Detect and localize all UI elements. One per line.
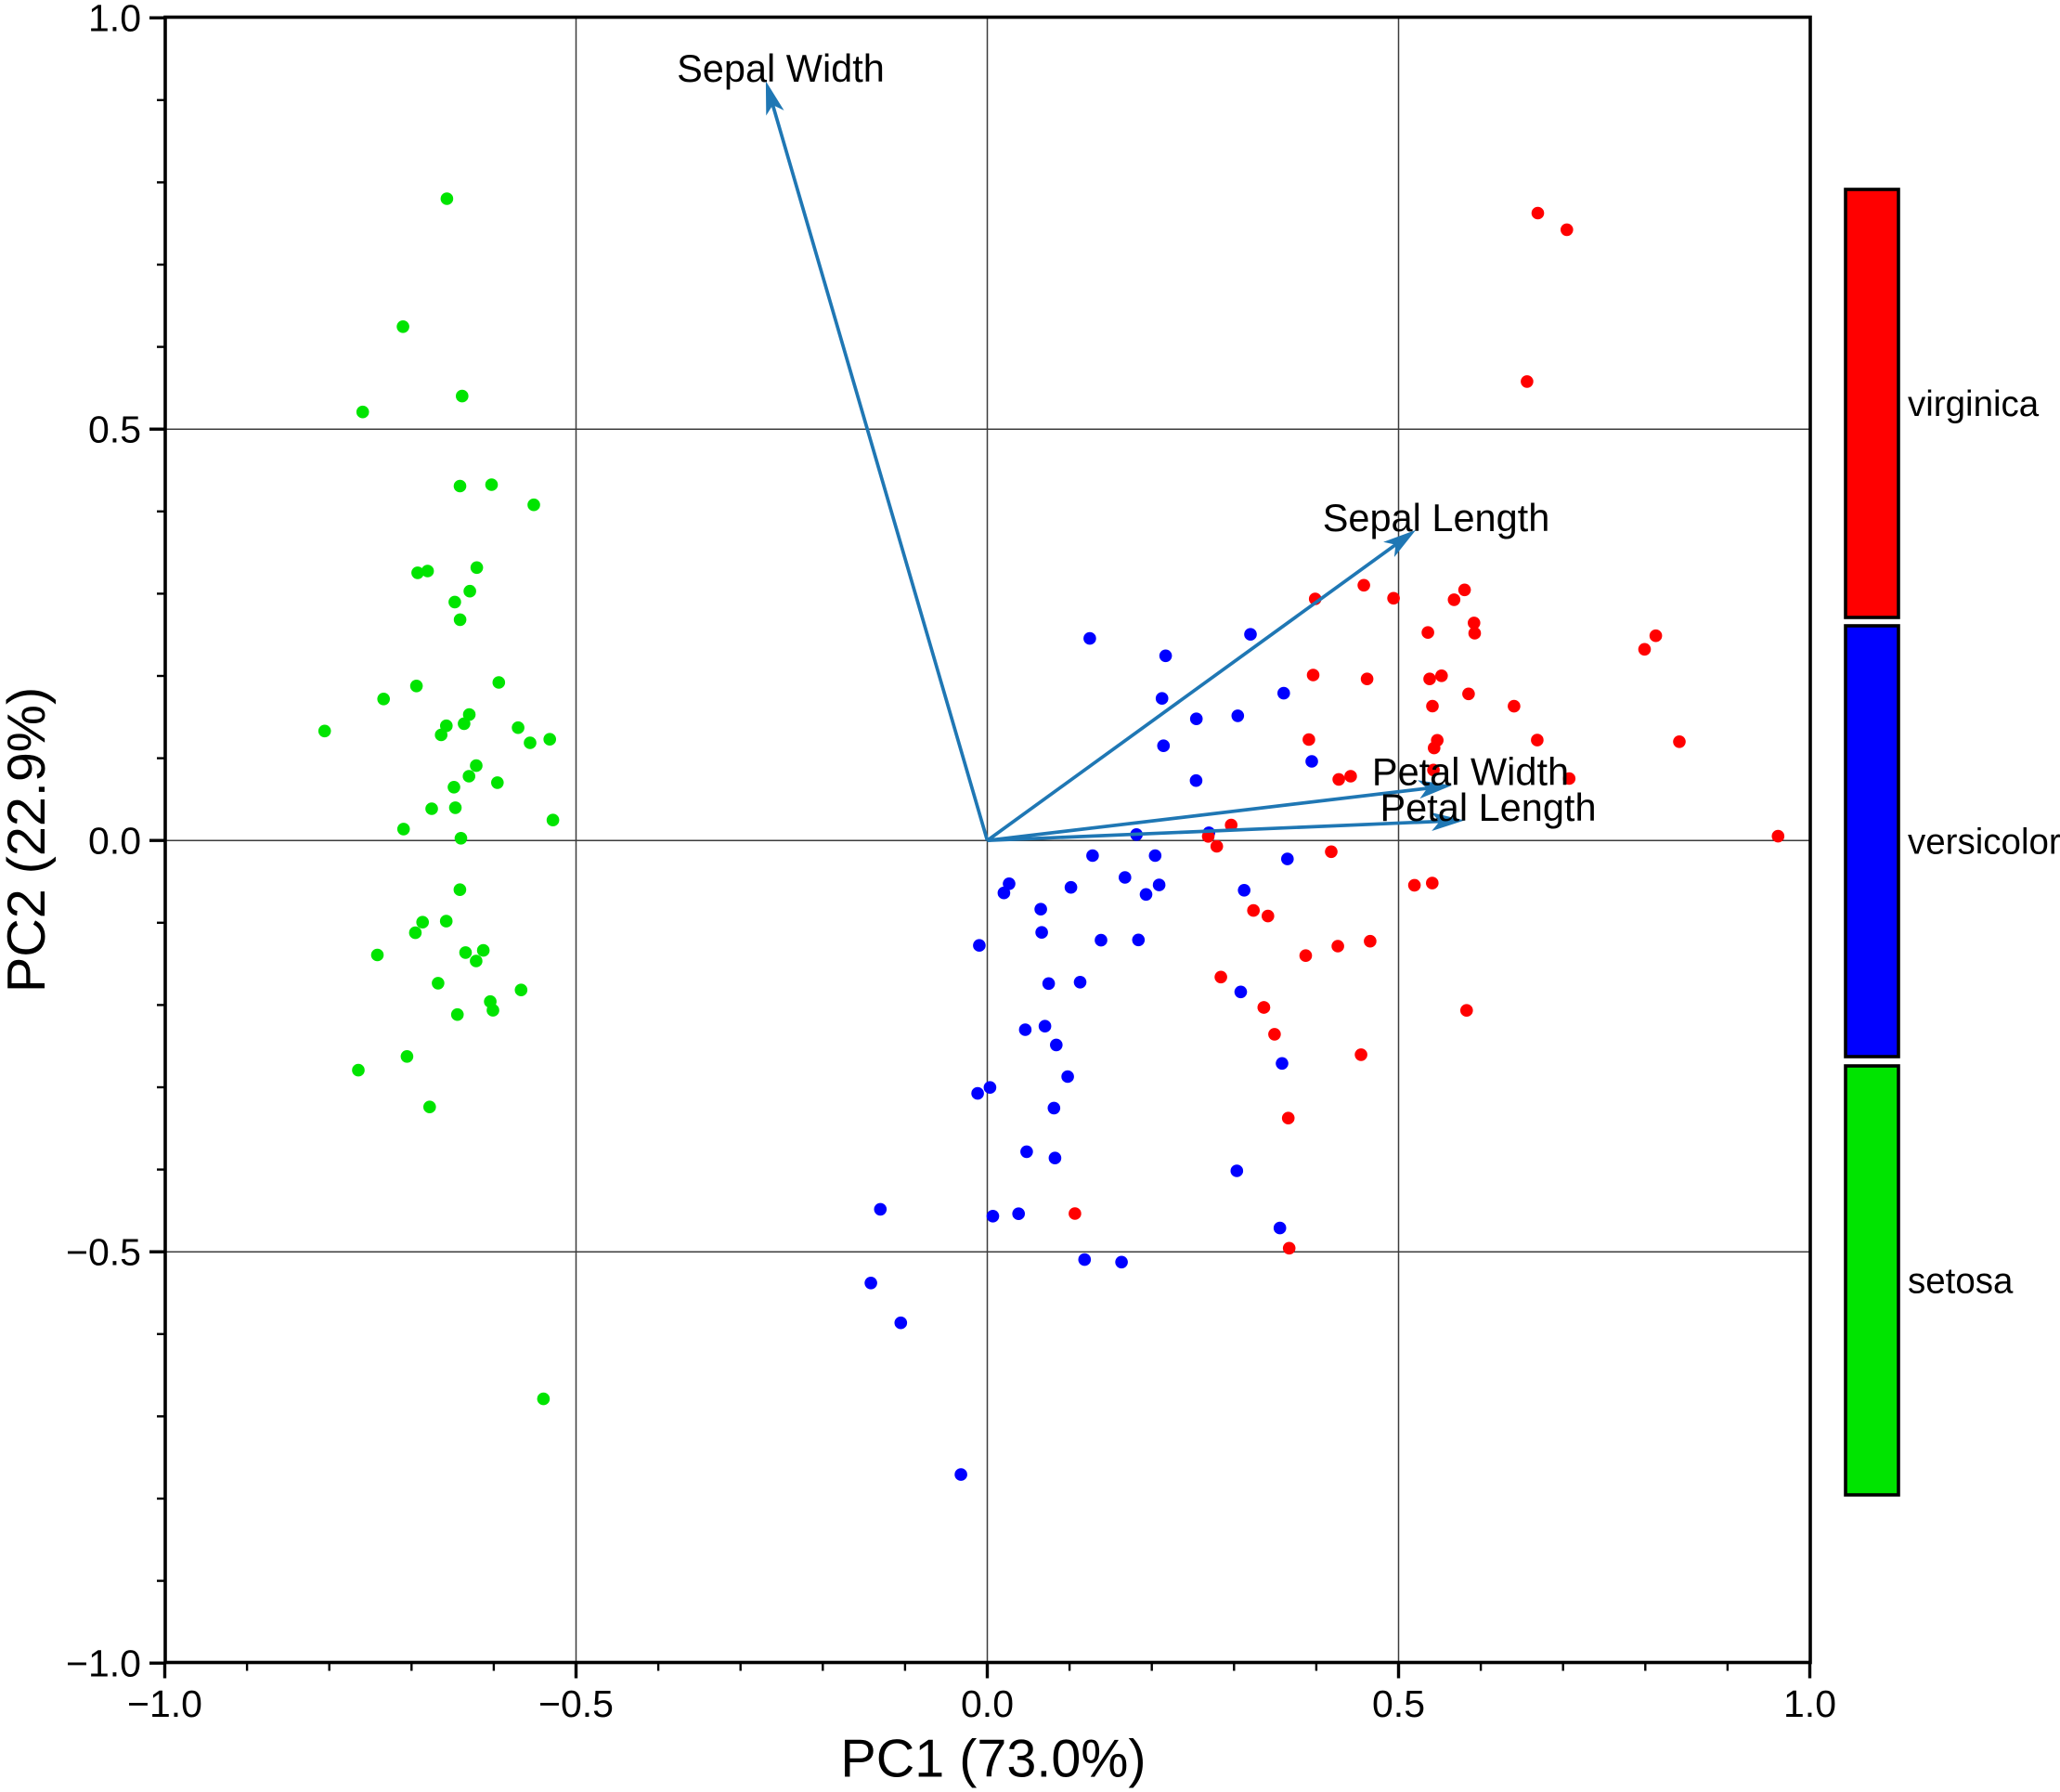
svg-text:PC1 (73.0%): PC1 (73.0%) — [840, 1730, 1146, 1789]
svg-text:0.0: 0.0 — [961, 1682, 1014, 1725]
svg-text:0.5: 0.5 — [88, 408, 141, 450]
svg-text:versicolor: versicolor — [1908, 823, 2060, 863]
svg-text:Sepal Length: Sepal Length — [1323, 496, 1550, 539]
svg-text:−1.0: −1.0 — [66, 1642, 141, 1684]
svg-text:0.0: 0.0 — [88, 819, 141, 862]
svg-text:0.5: 0.5 — [1372, 1682, 1425, 1725]
svg-text:setosa: setosa — [1908, 1262, 2014, 1302]
svg-text:virginica: virginica — [1908, 384, 2040, 424]
svg-text:−0.5: −0.5 — [538, 1682, 614, 1725]
svg-text:−1.0: −1.0 — [127, 1682, 202, 1725]
svg-text:1.0: 1.0 — [88, 0, 141, 39]
svg-text:−0.5: −0.5 — [66, 1230, 141, 1273]
svg-text:Petal Length: Petal Length — [1380, 786, 1596, 829]
svg-text:1.0: 1.0 — [1783, 1682, 1836, 1725]
svg-text:Petal Width: Petal Width — [1372, 750, 1569, 794]
svg-text:Sepal Width: Sepal Width — [677, 46, 885, 90]
svg-text:PC2 (22.9%): PC2 (22.9%) — [0, 687, 57, 993]
